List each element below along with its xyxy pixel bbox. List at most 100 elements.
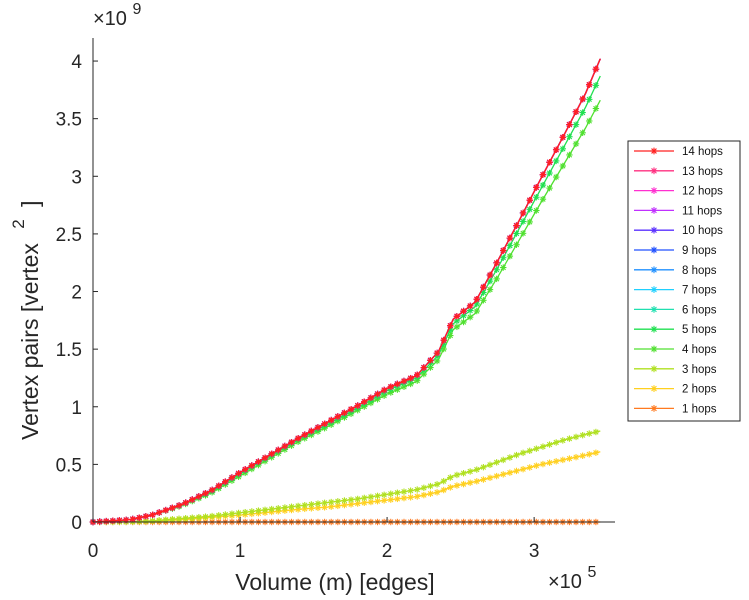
series-point (208, 512, 216, 520)
series-point (208, 486, 216, 494)
series-point (228, 474, 236, 481)
series-point (546, 169, 553, 177)
series-point (129, 515, 136, 523)
series-point (314, 424, 322, 431)
series-point (486, 474, 494, 482)
legend-label: 5 hops (682, 324, 717, 336)
series-point (380, 497, 388, 504)
series-point (367, 493, 375, 501)
series-point (202, 513, 209, 520)
series-point (361, 398, 368, 405)
series-point (566, 121, 573, 128)
series-point (215, 482, 222, 490)
series-point (175, 515, 183, 522)
series-point (552, 439, 560, 446)
series-point (586, 117, 593, 125)
series-point (546, 184, 553, 192)
series-point (500, 471, 507, 478)
y-tick-label: 1 (71, 398, 82, 419)
series-point (149, 517, 156, 524)
series-point (480, 476, 487, 483)
series-point (539, 460, 547, 468)
series-point (473, 296, 480, 303)
series-point (453, 313, 461, 320)
series-point (169, 516, 176, 523)
series-point (380, 386, 388, 394)
series-point (513, 241, 520, 248)
series-point (195, 513, 203, 521)
series-point (506, 234, 514, 242)
series-point (308, 501, 315, 508)
legend-label: 8 hops (682, 265, 717, 277)
series-point (222, 511, 229, 518)
series-point (414, 371, 421, 379)
series-point (248, 508, 256, 515)
x-tick-label: 0 (88, 541, 99, 562)
series-11-hops (89, 58, 601, 526)
x-exponent-power: 5 (588, 564, 597, 581)
y-exponent-power: 9 (133, 1, 142, 18)
legend-marker (650, 286, 658, 293)
series-point (387, 496, 394, 503)
series-point (288, 438, 295, 446)
series-point (447, 322, 454, 329)
series-point (414, 493, 421, 500)
series-point (579, 129, 586, 137)
series-point (506, 454, 514, 461)
x-tick-label: 2 (382, 541, 393, 562)
series-point (248, 462, 256, 469)
legend-label: 10 hops (682, 225, 723, 237)
series-point (361, 494, 368, 502)
series-point (354, 495, 361, 503)
series-point (579, 109, 586, 116)
series-point (592, 105, 600, 112)
series-point (566, 455, 573, 462)
legend-marker (650, 207, 658, 214)
series-point (493, 259, 500, 267)
series-point (486, 271, 494, 279)
series-point (579, 95, 586, 103)
series-point (182, 499, 189, 506)
series-point (374, 498, 381, 505)
series-point (539, 443, 547, 450)
series-point (586, 96, 593, 103)
series-point (427, 490, 434, 497)
legend-entry: 14 hops (634, 146, 723, 158)
legend-label: 9 hops (682, 245, 717, 257)
series-point (347, 496, 355, 503)
series-point (407, 487, 414, 494)
series-point (447, 484, 454, 491)
series-point (493, 459, 500, 466)
series-point (394, 380, 401, 388)
series-line (92, 75, 601, 523)
series-point (559, 134, 566, 141)
x-ticks: 0 1 2 3 (88, 517, 539, 562)
legend-label: 12 hops (682, 186, 723, 198)
legend-entry: 10 hops (634, 225, 723, 237)
legend: 14 hops 13 hops 12 hops 11 hops 10 hops 9 hop… (627, 140, 741, 422)
series-point (559, 437, 566, 444)
series-point (387, 383, 394, 390)
series-point (116, 517, 123, 524)
series-9-hops (89, 58, 601, 526)
legend-entry: 6 hops (634, 304, 717, 316)
series-point (460, 318, 467, 326)
series-point (453, 471, 461, 479)
legend-label: 6 hops (682, 304, 717, 316)
series-point (592, 449, 600, 456)
legend-marker (650, 405, 658, 412)
series-point (493, 472, 500, 480)
series-point (387, 490, 394, 497)
series-point (261, 454, 269, 461)
series-point (519, 230, 527, 237)
y-axis-label-superscript: 2 (9, 219, 28, 228)
series-point (533, 184, 540, 191)
series-point (533, 194, 540, 201)
x-tick-label: 1 (235, 541, 246, 562)
legend-entry: 2 hops (634, 384, 717, 396)
series-point (453, 482, 461, 489)
series-point (347, 501, 355, 508)
series-point (175, 502, 183, 509)
legend-marker (650, 187, 658, 194)
series-point (400, 488, 408, 495)
